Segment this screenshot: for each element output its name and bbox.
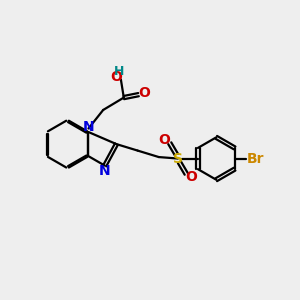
Text: O: O — [138, 86, 150, 100]
Text: N: N — [98, 164, 110, 178]
Text: O: O — [186, 170, 197, 184]
Text: S: S — [173, 152, 183, 166]
Text: Br: Br — [247, 152, 265, 166]
Text: O: O — [158, 133, 170, 147]
Text: O: O — [110, 70, 122, 84]
Text: H: H — [114, 64, 124, 78]
Text: N: N — [83, 120, 95, 134]
